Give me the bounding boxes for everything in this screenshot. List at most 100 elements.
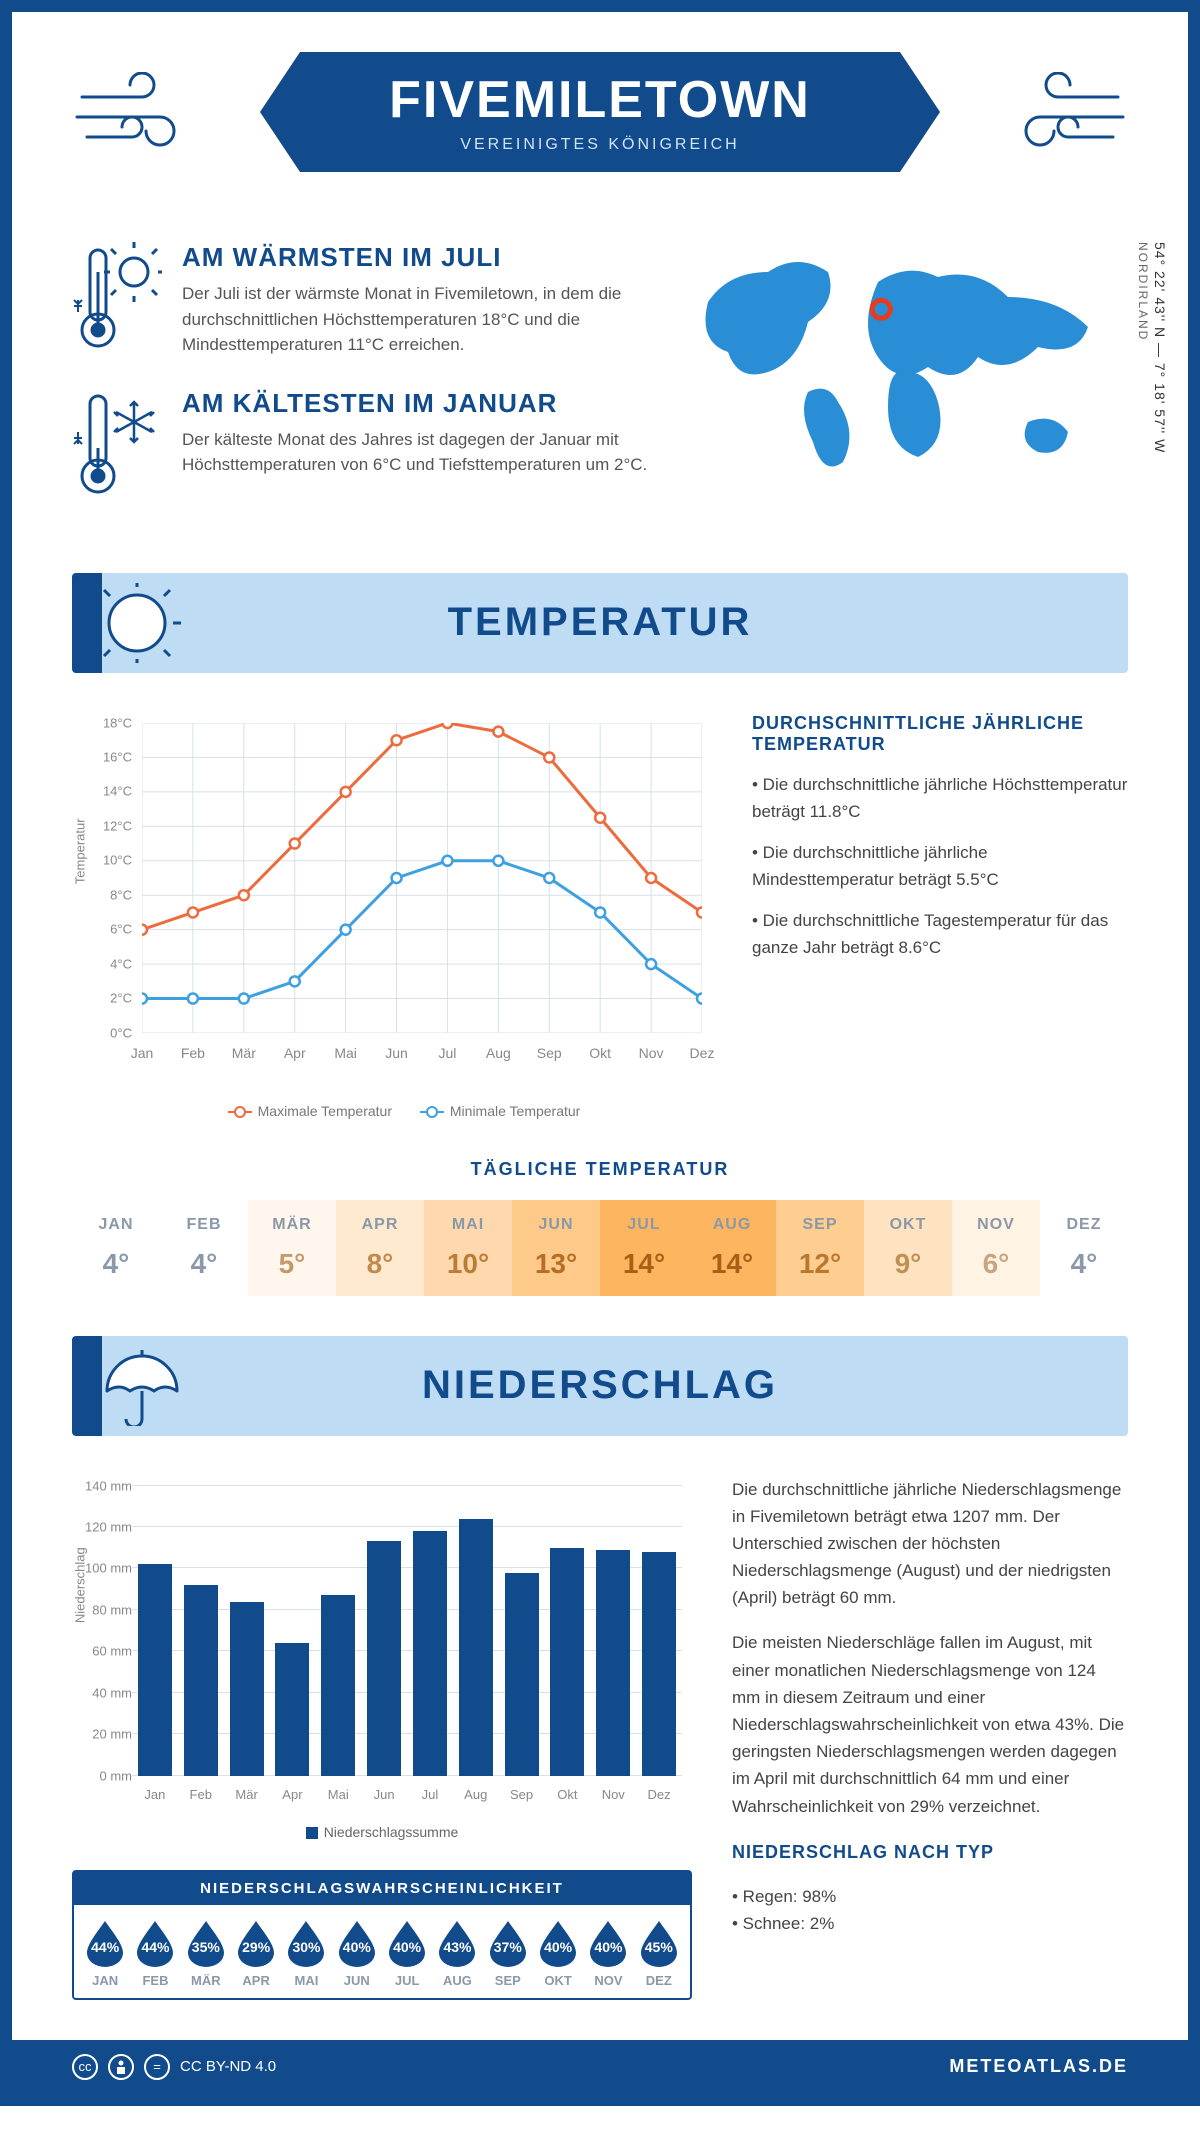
daily-temp-cell: NOV6°: [952, 1200, 1040, 1296]
x-tick-label: Feb: [190, 1787, 212, 1802]
prob-value: 40%: [538, 1919, 578, 1967]
prob-title: NIEDERSCHLAGSWAHRSCHEINLICHKEIT: [74, 1872, 690, 1905]
section-temperature: TEMPERATUR Temperatur 0°C2°C4°C6°C8°C10°…: [72, 573, 1128, 1296]
prob-value: 37%: [488, 1919, 528, 1967]
precip-bar: [550, 1548, 584, 1776]
section-title: TEMPERATUR: [448, 600, 753, 645]
nd-icon: =: [144, 2054, 170, 2080]
x-tick-label: Aug: [486, 1045, 511, 1061]
page-title: FIVEMILETOWN: [389, 70, 811, 130]
precip-bar: [230, 1602, 264, 1776]
umbrella-icon: [92, 1346, 182, 1431]
daily-value: 12°: [776, 1248, 864, 1280]
daily-month: NOV: [952, 1216, 1040, 1234]
y-tick-label: 20 mm: [72, 1727, 132, 1742]
daily-temp-cell: FEB 4°: [160, 1200, 248, 1296]
daily-value: 4°: [160, 1248, 248, 1280]
prob-value: 40%: [337, 1919, 377, 1967]
x-tick-label: Sep: [537, 1045, 562, 1061]
prob-month: JAN: [80, 1973, 130, 1988]
section-precipitation: NIEDERSCHLAG Niederschlag 0 mm20 mm40 mm…: [72, 1336, 1128, 2000]
precip-prob-drop: 30%MAI: [281, 1919, 331, 1988]
info-bullet: • Die durchschnittliche Tagestemperatur …: [752, 907, 1128, 961]
daily-month: DEZ: [1040, 1216, 1128, 1234]
x-tick-label: Feb: [181, 1045, 205, 1061]
precip-bar: [367, 1541, 401, 1775]
prob-month: JUN: [332, 1973, 382, 1988]
y-tick-label: 14°C: [72, 784, 132, 799]
daily-value: 8°: [336, 1248, 424, 1280]
x-tick-label: Nov: [639, 1045, 664, 1061]
prob-month: SEP: [483, 1973, 533, 1988]
prob-value: 30%: [286, 1919, 326, 1967]
x-tick-label: Jun: [385, 1045, 408, 1061]
prob-value: 45%: [639, 1919, 679, 1967]
prob-month: OKT: [533, 1973, 583, 1988]
precip-bar: [505, 1573, 539, 1776]
fact-body: Der Juli ist der wärmste Monat in Fivemi…: [182, 281, 658, 358]
daily-value: 14°: [688, 1248, 776, 1280]
x-tick-label: Okt: [589, 1045, 611, 1061]
daily-value: 13°: [512, 1248, 600, 1280]
precip-prob-drop: 44% JAN: [80, 1919, 130, 1988]
world-map: NORDIRLAND 54° 22' 43'' N — 7° 18' 57'' …: [688, 242, 1128, 487]
daily-month: MAI: [424, 1216, 512, 1234]
precip-prob-drop: 29%APR: [231, 1919, 281, 1988]
daily-temp-cell: JUN 13°: [512, 1200, 600, 1296]
precip-bar: [459, 1519, 493, 1776]
y-tick-label: 12°C: [72, 818, 132, 833]
precip-bar: [184, 1585, 218, 1776]
y-tick-label: 4°C: [72, 956, 132, 971]
wind-icon: [72, 72, 192, 167]
fact-title: AM KÄLTESTEN IM JANUAR: [182, 388, 658, 419]
precip-type-item: • Schnee: 2%: [732, 1910, 1128, 1937]
prob-month: DEZ: [634, 1973, 684, 1988]
x-tick-label: Apr: [282, 1787, 302, 1802]
daily-temp-row: JAN4°FEB4°MÄR5°APR8°MAI10°JUN13°JUL14°AU…: [72, 1200, 1128, 1296]
x-tick-label: Sep: [510, 1787, 533, 1802]
daily-temp-cell: OKT9°: [864, 1200, 952, 1296]
y-tick-label: 0 mm: [72, 1768, 132, 1783]
y-tick-label: 140 mm: [72, 1478, 132, 1493]
daily-value: 5°: [248, 1248, 336, 1280]
prob-value: 44%: [135, 1919, 175, 1967]
precip-bar: [642, 1552, 676, 1776]
daily-month: JUN: [512, 1216, 600, 1234]
precip-prob-drop: 40%JUL: [382, 1919, 432, 1988]
prob-month: APR: [231, 1973, 281, 1988]
wind-icon: [1008, 72, 1128, 167]
daily-month: JUL: [600, 1216, 688, 1234]
daily-temp-cell: JUL14°: [600, 1200, 688, 1296]
y-tick-label: 80 mm: [72, 1602, 132, 1617]
precip-bar: [413, 1531, 447, 1775]
x-tick-label: Aug: [464, 1787, 487, 1802]
daily-month: FEB: [160, 1216, 248, 1234]
x-tick-label: Jul: [439, 1045, 457, 1061]
prob-value: 40%: [588, 1919, 628, 1967]
daily-month: APR: [336, 1216, 424, 1234]
prob-value: 44%: [85, 1919, 125, 1967]
by-icon: [108, 2054, 134, 2080]
prob-value: 40%: [387, 1919, 427, 1967]
daily-temp-cell: JAN4°: [72, 1200, 160, 1296]
y-tick-label: 120 mm: [72, 1519, 132, 1534]
page-subtitle: VEREINIGTES KÖNIGREICH: [460, 136, 739, 154]
temperature-line-chart: Temperatur 0°C2°C4°C6°C8°C10°C12°C14°C16…: [72, 713, 712, 1093]
x-tick-label: Mai: [334, 1045, 357, 1061]
x-tick-label: Mai: [328, 1787, 349, 1802]
thermometer-sun-icon: [72, 242, 162, 358]
daily-month: MÄR: [248, 1216, 336, 1234]
fact-body: Der kälteste Monat des Jahres ist dagege…: [182, 427, 658, 478]
legend-min: Minimale Temperatur: [450, 1103, 580, 1119]
daily-temp-cell: SEP12°: [776, 1200, 864, 1296]
daily-month: OKT: [864, 1216, 952, 1234]
precip-probability-box: NIEDERSCHLAGSWAHRSCHEINLICHKEIT 44%JAN44…: [72, 1870, 692, 2000]
daily-value: 4°: [1040, 1248, 1128, 1280]
daily-value: 10°: [424, 1248, 512, 1280]
thermometer-snow-icon: [72, 388, 162, 503]
precip-type-item: • Regen: 98%: [732, 1883, 1128, 1910]
legend-max: Maximale Temperatur: [258, 1103, 392, 1119]
x-tick-label: Jun: [374, 1787, 395, 1802]
y-tick-label: 60 mm: [72, 1644, 132, 1659]
precip-bar: [321, 1595, 355, 1775]
